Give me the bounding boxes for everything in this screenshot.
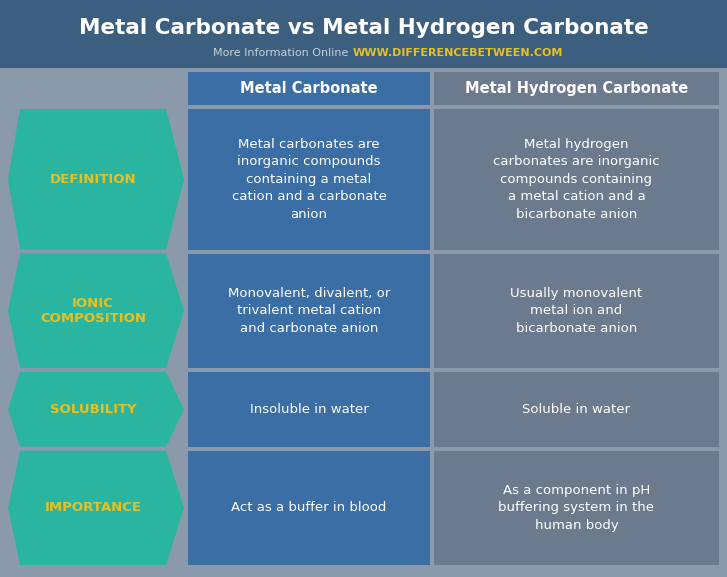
Text: Monovalent, divalent, or
trivalent metal cation
and carbonate anion: Monovalent, divalent, or trivalent metal… xyxy=(228,287,390,335)
FancyBboxPatch shape xyxy=(188,451,430,565)
Text: Act as a buffer in blood: Act as a buffer in blood xyxy=(231,501,387,514)
Text: Soluble in water: Soluble in water xyxy=(523,403,630,416)
Polygon shape xyxy=(8,253,184,368)
Text: Metal Carbonate vs Metal Hydrogen Carbonate: Metal Carbonate vs Metal Hydrogen Carbon… xyxy=(79,18,648,38)
FancyBboxPatch shape xyxy=(434,72,719,105)
Polygon shape xyxy=(8,109,184,250)
Text: IONIC
COMPOSITION: IONIC COMPOSITION xyxy=(40,297,146,325)
FancyBboxPatch shape xyxy=(434,253,719,368)
FancyBboxPatch shape xyxy=(188,109,430,250)
Text: Metal Hydrogen Carbonate: Metal Hydrogen Carbonate xyxy=(465,81,688,96)
FancyBboxPatch shape xyxy=(434,451,719,565)
FancyBboxPatch shape xyxy=(188,72,430,105)
FancyBboxPatch shape xyxy=(188,253,430,368)
Polygon shape xyxy=(8,372,184,447)
Text: Metal hydrogen
carbonates are inorganic
compounds containing
a metal cation and : Metal hydrogen carbonates are inorganic … xyxy=(493,138,660,221)
Text: As a component in pH
buffering system in the
human body: As a component in pH buffering system in… xyxy=(499,484,654,532)
FancyBboxPatch shape xyxy=(188,372,430,447)
Text: WWW.DIFFERENCEBETWEEN.COM: WWW.DIFFERENCEBETWEEN.COM xyxy=(353,48,563,58)
FancyBboxPatch shape xyxy=(434,372,719,447)
Text: Usually monovalent
metal ion and
bicarbonate anion: Usually monovalent metal ion and bicarbo… xyxy=(510,287,643,335)
Polygon shape xyxy=(8,451,184,565)
Text: Insoluble in water: Insoluble in water xyxy=(249,403,369,416)
Text: Metal carbonates are
inorganic compounds
containing a metal
cation and a carbona: Metal carbonates are inorganic compounds… xyxy=(232,138,387,221)
FancyBboxPatch shape xyxy=(0,0,727,68)
Text: DEFINITION: DEFINITION xyxy=(49,173,137,186)
Text: More Information Online: More Information Online xyxy=(212,48,348,58)
Text: IMPORTANCE: IMPORTANCE xyxy=(44,501,142,514)
Text: Metal Carbonate: Metal Carbonate xyxy=(240,81,378,96)
FancyBboxPatch shape xyxy=(434,109,719,250)
Text: SOLUBILITY: SOLUBILITY xyxy=(49,403,137,416)
